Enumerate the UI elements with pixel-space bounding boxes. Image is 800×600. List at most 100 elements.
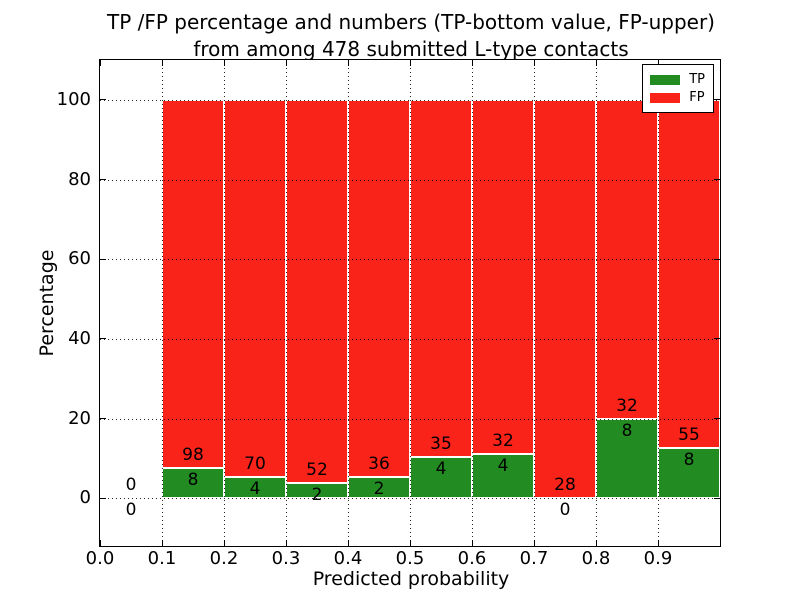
grid-line-v: [410, 60, 411, 546]
bar-label-fp: 0: [125, 475, 137, 496]
bar-fp: [534, 99, 596, 499]
x-tick-label: 0.6: [457, 548, 487, 569]
x-tick-mark: [409, 540, 411, 546]
bar-tp: [410, 457, 472, 499]
x-tick-label: 0.3: [271, 548, 301, 569]
x-tick-label: 0.8: [581, 548, 611, 569]
plot-area: 0 0 98 8 70 4 52 2 36 2 35 4 32 4 28 0 32 8 55 8 TP FP: [99, 59, 721, 547]
y-tick-mark: [100, 497, 106, 499]
legend-label-fp: FP: [689, 90, 705, 105]
bar-label-fp: 55: [678, 424, 700, 445]
x-tick-mark: [285, 540, 287, 546]
bar-fp: [348, 99, 410, 478]
x-tick-label: 0.0: [85, 548, 115, 569]
y-tick-mark-right: [714, 497, 720, 499]
x-tick-mark-top: [471, 60, 473, 66]
bar-label-fp: 36: [368, 454, 390, 475]
x-tick-label: 0.7: [519, 548, 549, 569]
y-tick-label: 100: [56, 88, 91, 110]
bar-label-tp: 8: [621, 420, 633, 441]
y-tick-label: 0: [79, 487, 91, 509]
bar-label-fp: 35: [430, 434, 452, 455]
x-tick-mark-top: [347, 60, 349, 66]
bar-label-tp: 4: [435, 459, 447, 480]
grid-line-v: [224, 60, 225, 546]
bar-fp: [410, 99, 472, 458]
y-tick-mark-right: [714, 179, 720, 180]
y-tick-mark: [100, 338, 106, 340]
x-tick-mark: [471, 540, 473, 546]
x-tick-label: 0.9: [643, 548, 673, 569]
bar-label-tp: 2: [373, 479, 385, 500]
grid-line-v: [286, 60, 287, 546]
legend-label-tp: TP: [689, 72, 705, 87]
bar-label-fp: 52: [306, 460, 328, 481]
x-tick-mark-top: [595, 60, 597, 66]
x-tick-mark: [657, 540, 659, 546]
bar-fp: [658, 99, 720, 448]
fp-color-swatch: [650, 92, 681, 103]
bar-label-fp: 32: [492, 430, 514, 451]
x-tick-mark-top: [657, 60, 659, 66]
legend: TP FP: [642, 64, 714, 113]
plot-inner: 0 0 98 8 70 4 52 2 36 2 35 4 32 4 28 0 32 8 55 8: [99, 60, 720, 546]
grid-line-v: [596, 60, 597, 546]
y-tick-label: 80: [68, 168, 91, 190]
x-tick-label: 0.5: [395, 548, 425, 569]
y-tick-mark: [100, 418, 106, 420]
y-tick-mark-right: [714, 258, 720, 260]
bar-label-fp: 32: [616, 395, 638, 416]
chart-title: TP /FP percentage and numbers (TP-bottom…: [100, 9, 722, 63]
x-tick-mark: [161, 540, 163, 546]
grid-line-v: [162, 60, 163, 546]
x-tick-mark: [223, 540, 225, 546]
x-tick-mark-top: [99, 60, 101, 66]
x-tick-label: 0.4: [333, 548, 363, 569]
bar-label-fp: 98: [182, 445, 204, 466]
x-tick-mark: [533, 540, 535, 546]
y-tick-mark-right: [714, 338, 720, 340]
bar-label-tp: 0: [559, 500, 571, 521]
bar-label-tp: 0: [125, 500, 137, 521]
bar-label-tp: 8: [683, 449, 695, 470]
tp-color-swatch: [650, 74, 681, 85]
bar-fp: [286, 99, 348, 484]
x-tick-label: 0.2: [209, 548, 239, 569]
y-tick-label: 40: [68, 327, 91, 349]
bar-label-fp: 70: [244, 453, 266, 474]
bar-label-tp: 4: [249, 478, 261, 499]
grid-line-v: [472, 60, 473, 546]
x-tick-label: 0.1: [147, 548, 177, 569]
bar-tp: [596, 418, 658, 499]
legend-item-tp: TP: [650, 73, 705, 86]
y-tick-mark: [100, 99, 106, 101]
legend-item-fp: FP: [650, 91, 705, 104]
x-tick-mark: [99, 540, 101, 546]
grid-line-v: [348, 60, 349, 546]
y-tick-label: 20: [68, 407, 91, 429]
y-tick-mark-right: [714, 418, 720, 420]
x-tick-mark: [347, 540, 349, 546]
chart-title-line1: TP /FP percentage and numbers (TP-bottom…: [107, 10, 715, 34]
bar-label-tp: 2: [311, 485, 323, 506]
y-tick-mark: [100, 179, 106, 180]
x-tick-mark-top: [161, 60, 163, 66]
y-tick-mark: [100, 258, 106, 260]
chart-title-line2: from among 478 submitted L-type contacts: [193, 37, 629, 61]
x-tick-mark-top: [533, 60, 535, 66]
y-tick-label: 60: [68, 248, 91, 270]
x-tick-mark-top: [285, 60, 287, 66]
grid-line-v: [658, 60, 659, 546]
bar-fp: [224, 99, 286, 477]
bar-label-fp: 28: [554, 475, 576, 496]
x-tick-mark-top: [223, 60, 225, 66]
bar-label-tp: 8: [187, 470, 199, 491]
x-tick-mark-top: [409, 60, 411, 66]
bar-fp: [162, 99, 224, 469]
y-tick-mark-right: [714, 99, 720, 101]
bar-label-tp: 4: [497, 455, 509, 476]
grid-line-v: [534, 60, 535, 546]
x-axis-label: Predicted probability: [312, 568, 510, 590]
x-tick-mark: [595, 540, 597, 546]
